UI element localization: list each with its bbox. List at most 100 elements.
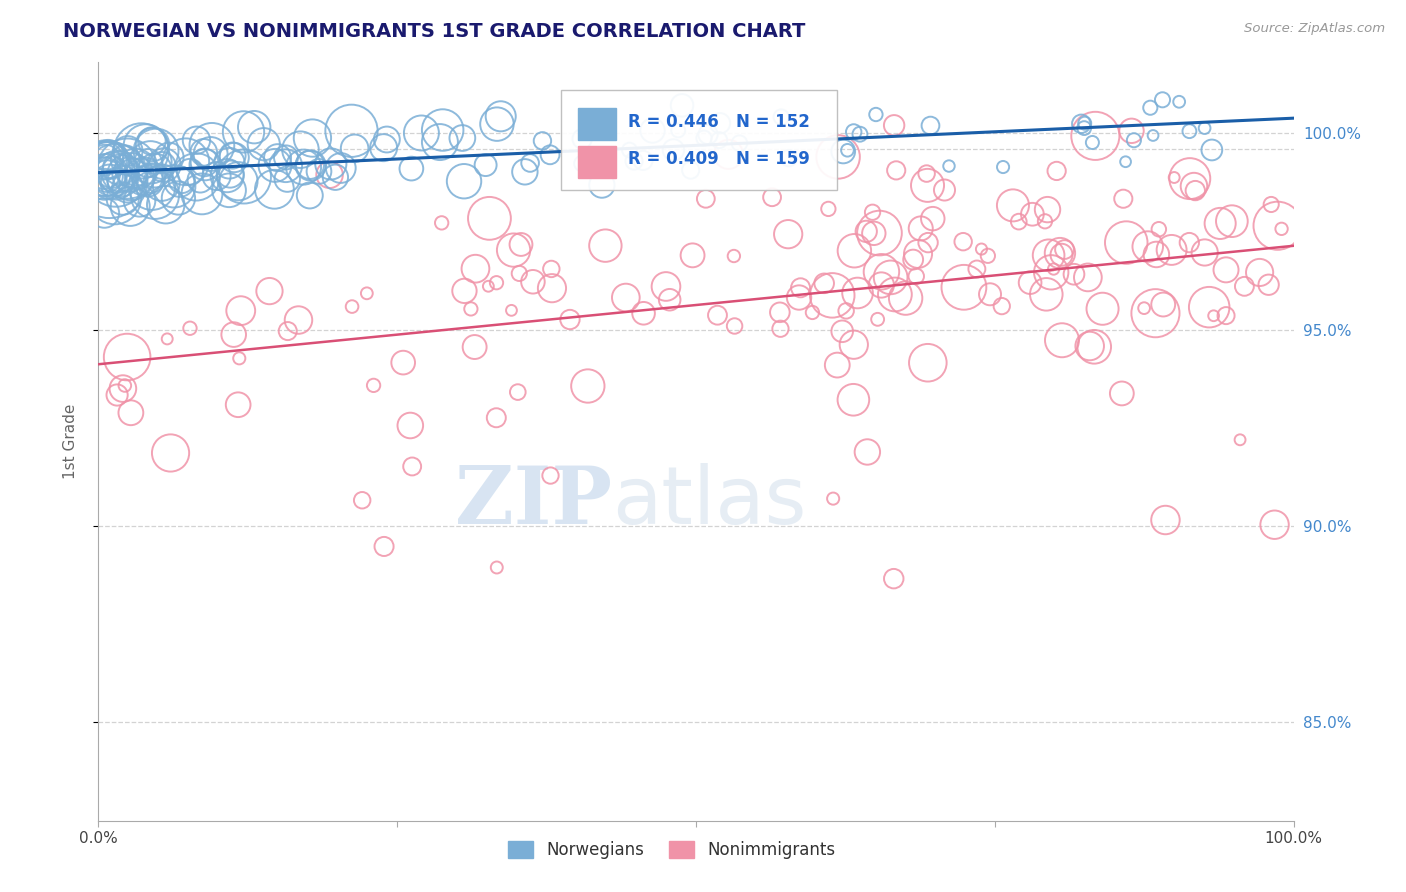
Point: [631, 153, 654, 168]
Point: [844, 244, 866, 258]
Point: [917, 235, 939, 250]
Point: [120, 199, 142, 213]
Point: [125, 162, 148, 177]
Point: [373, 141, 395, 155]
Point: [200, 147, 222, 161]
Point: [340, 300, 363, 314]
Point: [399, 418, 422, 433]
Point: [1144, 306, 1167, 320]
Point: [695, 192, 717, 206]
Point: [276, 172, 298, 186]
Point: [290, 143, 312, 157]
Point: [541, 281, 564, 295]
Point: [319, 157, 342, 171]
Point: [143, 163, 166, 178]
Point: [287, 313, 309, 327]
Point: [866, 312, 889, 326]
Point: [697, 128, 720, 142]
Point: [132, 169, 155, 184]
Point: [299, 159, 322, 173]
Point: [894, 291, 917, 305]
Point: [218, 156, 240, 170]
Point: [827, 150, 849, 164]
Point: [1198, 300, 1220, 314]
Point: [432, 123, 454, 137]
Point: [522, 275, 544, 289]
Point: [761, 190, 783, 204]
Point: [392, 356, 415, 370]
Point: [519, 156, 541, 170]
Point: [186, 133, 208, 147]
Point: [145, 144, 167, 158]
Point: [298, 188, 321, 202]
Point: [141, 134, 163, 148]
Point: [862, 227, 884, 241]
Point: [1178, 124, 1201, 138]
Point: [1021, 207, 1043, 221]
Point: [595, 238, 617, 252]
Point: [1035, 287, 1057, 301]
Point: [98, 173, 121, 187]
Point: [167, 191, 190, 205]
Point: [1063, 267, 1085, 281]
Point: [224, 151, 246, 165]
Point: [98, 153, 121, 167]
Point: [842, 392, 865, 407]
Point: [98, 175, 121, 189]
Point: [979, 287, 1001, 301]
Point: [709, 133, 731, 147]
Point: [917, 178, 939, 193]
Point: [105, 169, 128, 183]
Point: [150, 176, 173, 190]
Text: R = 0.409   N = 159: R = 0.409 N = 159: [628, 151, 810, 169]
Point: [778, 151, 800, 165]
Point: [952, 235, 974, 249]
Point: [193, 155, 215, 169]
Point: [870, 265, 893, 279]
Point: [1220, 214, 1243, 228]
Point: [174, 154, 197, 169]
Point: [1112, 192, 1135, 206]
Point: [842, 125, 865, 139]
Point: [1249, 265, 1271, 279]
Point: [184, 169, 207, 184]
Point: [191, 186, 214, 201]
Point: [905, 269, 928, 284]
Point: [1168, 95, 1191, 109]
Point: [105, 388, 128, 402]
Point: [111, 174, 134, 188]
Point: [821, 288, 844, 302]
Point: [117, 180, 139, 194]
Point: [801, 305, 824, 319]
Point: [1019, 276, 1042, 290]
Point: [655, 279, 678, 293]
Point: [953, 280, 976, 294]
Point: [93, 166, 115, 180]
Point: [136, 156, 159, 170]
Point: [1152, 297, 1174, 311]
Point: [221, 148, 243, 162]
Point: [589, 111, 612, 125]
Point: [920, 119, 942, 133]
Point: [1136, 239, 1159, 253]
Point: [1033, 214, 1056, 228]
Point: [1081, 136, 1104, 150]
Point: [540, 262, 562, 277]
Point: [141, 137, 163, 152]
Point: [120, 406, 142, 420]
Point: [1073, 116, 1095, 130]
Point: [619, 143, 641, 157]
Point: [883, 572, 905, 586]
Point: [453, 284, 475, 298]
Point: [717, 147, 740, 161]
Point: [100, 165, 122, 179]
Text: R = 0.446   N = 152: R = 0.446 N = 152: [628, 113, 810, 131]
Point: [706, 308, 728, 322]
Point: [97, 153, 120, 168]
Point: [143, 187, 166, 202]
Point: [188, 173, 211, 187]
Point: [531, 134, 554, 148]
Point: [970, 242, 993, 256]
Point: [193, 145, 215, 160]
Point: [623, 154, 645, 169]
